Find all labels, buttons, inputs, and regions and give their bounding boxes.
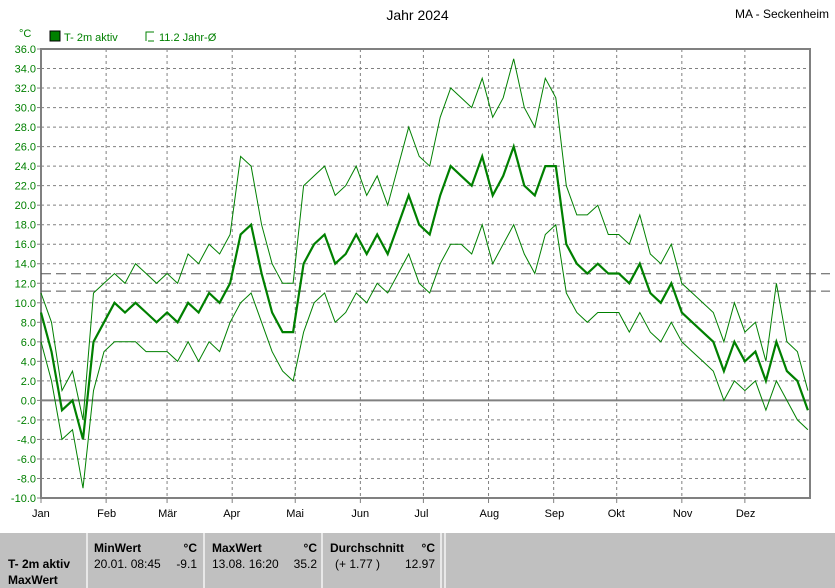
y-unit: °C <box>19 28 31 40</box>
y-tick-label: 24.0 <box>15 161 36 173</box>
y-tick-label: -6.0 <box>17 454 36 466</box>
avg-col: Durchschnitt °C (+ 1.77 ) 12.97 <box>323 533 442 588</box>
y-tick-label: -8.0 <box>17 473 36 485</box>
y-tick-label: 34.0 <box>15 64 36 76</box>
series-line-max <box>40 58 809 421</box>
max-unit: °C <box>303 541 317 555</box>
legend-average-label: 11.2 Jahr-Ø <box>159 32 217 44</box>
y-tick-label: 4.0 <box>21 356 36 368</box>
x-tick-label: Jan <box>32 508 50 520</box>
row-sublabel: MaxWert <box>8 573 58 587</box>
legend-series-swatch <box>49 30 61 42</box>
y-tick-label: 0.0 <box>21 395 36 407</box>
y-tick-label: 26.0 <box>15 142 36 154</box>
stats-panel: T- 2m aktiv MaxWert MinWert °C 20.01. 08… <box>0 533 835 588</box>
x-tick-label: Jul <box>414 508 428 520</box>
x-tick-label: Mai <box>286 508 304 520</box>
series-line-min <box>40 223 809 489</box>
min-title: MinWert <box>94 541 142 555</box>
max-value: 35.2 <box>293 557 317 571</box>
x-tick-label: Apr <box>223 508 240 520</box>
legend-average-icon <box>145 31 154 42</box>
series-line-mean <box>39 142 809 440</box>
legend-series-label: T- 2m aktiv <box>64 32 118 44</box>
x-tick-label: Mär <box>158 508 177 520</box>
min-col: MinWert °C 20.01. 08:45 -9.1 <box>88 533 205 588</box>
x-tick-label: Aug <box>480 508 500 520</box>
avg-unit: °C <box>421 541 435 555</box>
y-tick-label: -2.0 <box>17 415 36 427</box>
x-tick-label: Feb <box>97 508 116 520</box>
temperature-chart: °C T- 2m aktiv 11.2 Jahr-Ø 36.0 34.0 32.0 3… <box>11 28 830 520</box>
y-tick-label: 28.0 <box>15 122 36 134</box>
min-time: 20.01. 08:45 <box>94 557 161 571</box>
y-tick-label: 6.0 <box>21 337 36 349</box>
x-tick-label: Okt <box>608 508 625 520</box>
y-tick-label: -4.0 <box>17 434 36 446</box>
avg-title: Durchschnitt <box>330 541 405 555</box>
y-tick-label: 20.0 <box>15 200 36 212</box>
row-label-col: T- 2m aktiv MaxWert <box>0 533 88 588</box>
panel-divider <box>442 533 446 588</box>
y-tick-label: 12.0 <box>15 278 36 290</box>
row-label: T- 2m aktiv <box>8 557 71 571</box>
x-tick-label: Sep <box>545 508 565 520</box>
x-tick-label: Jun <box>351 508 369 520</box>
y-tick-label: 36.0 <box>15 44 36 56</box>
min-unit: °C <box>183 541 197 555</box>
station-name: MA - Seckenheim <box>734 7 829 21</box>
y-tick-label: 8.0 <box>21 317 36 329</box>
y-tick-label: 30.0 <box>15 103 36 115</box>
y-tick-label: -10.0 <box>11 493 36 505</box>
x-tick-label: Dez <box>736 508 756 520</box>
y-tick-label: 16.0 <box>15 239 36 251</box>
max-time: 13.08. 16:20 <box>212 557 279 571</box>
y-tick-label: 10.0 <box>15 298 36 310</box>
max-title: MaxWert <box>212 541 262 555</box>
y-tick-label: 32.0 <box>15 83 36 95</box>
min-value: -9.1 <box>176 557 197 571</box>
y-tick-label: 18.0 <box>15 220 36 232</box>
y-tick-label: 22.0 <box>15 181 36 193</box>
max-col: MaxWert °C 13.08. 16:20 35.2 <box>205 533 323 588</box>
x-tick-label: Nov <box>673 508 693 520</box>
avg-value: 12.97 <box>404 557 435 571</box>
avg-diff: (+ 1.77 ) <box>335 557 381 571</box>
chart-title: Jahr 2024 <box>386 7 449 23</box>
y-tick-label: 2.0 <box>21 376 36 388</box>
y-tick-label: 14.0 <box>15 259 36 271</box>
